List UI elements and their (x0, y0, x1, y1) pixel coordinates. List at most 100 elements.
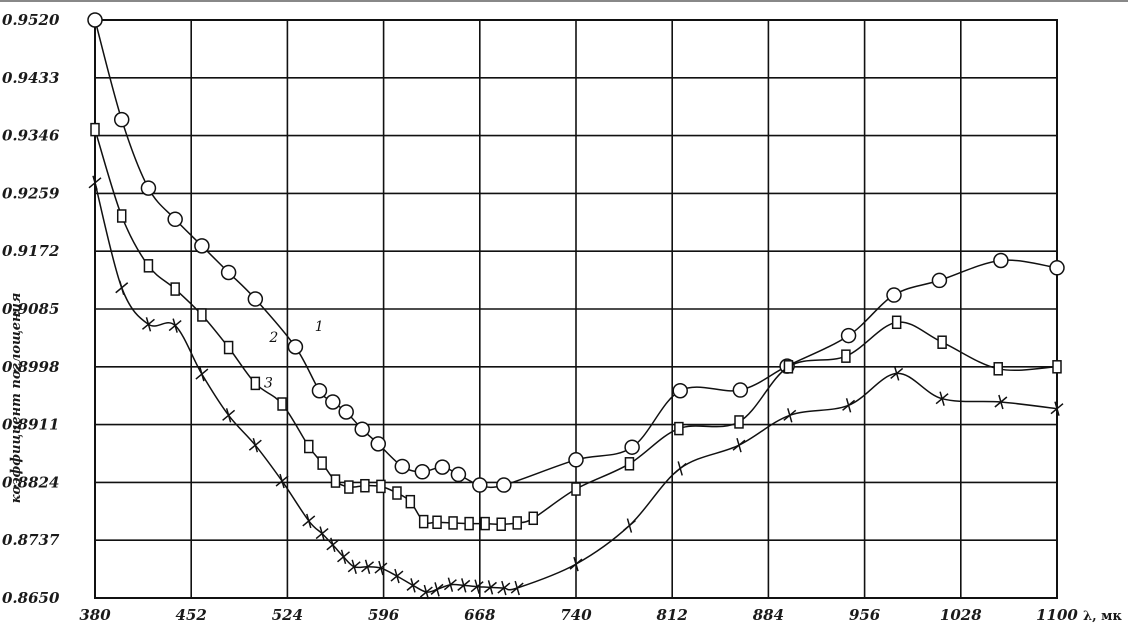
square-marker (512, 516, 522, 530)
y-tick-labels: 0.8650 0.8737 0.8824 0.8911 0.8998 0.9085 0.91… (2, 11, 60, 607)
square-marker (734, 415, 744, 429)
circle-marker (672, 382, 688, 399)
square-marker (360, 478, 370, 493)
cross-marker (457, 578, 471, 593)
square-marker (571, 482, 581, 496)
square-marker (330, 474, 341, 488)
y-tick-label: 0.9172 (2, 242, 59, 260)
square-marker (1052, 360, 1062, 374)
square-marker (90, 122, 100, 137)
circle-marker (1049, 260, 1065, 276)
cross-marker (419, 584, 433, 600)
cross-marker (622, 518, 636, 533)
square-marker (841, 349, 851, 363)
x-tick-label: 1100 (1036, 606, 1078, 624)
square-marker (993, 362, 1003, 376)
circle-marker (568, 452, 584, 468)
cross-marker (361, 559, 375, 574)
curve-labels: 1 2 3 (264, 319, 324, 391)
square-marker (405, 494, 416, 509)
square-marker (250, 376, 261, 391)
square-marker (937, 335, 947, 349)
square-marker (304, 439, 314, 454)
x-tick-label: 812 (657, 606, 688, 624)
cross-marker (390, 568, 404, 584)
cross-marker (141, 317, 155, 332)
cross-marker (374, 560, 388, 576)
y-tick-label: 0.8650 (2, 589, 60, 607)
cross-marker (732, 437, 746, 453)
cross-marker (890, 366, 904, 381)
cross-marker (443, 577, 457, 592)
circle-marker (496, 477, 512, 493)
circle-marker (140, 180, 157, 196)
square-marker (480, 516, 490, 531)
circle-marker (886, 287, 902, 303)
square-marker (783, 360, 794, 374)
x-tick-label: 524 (272, 606, 303, 624)
cross-marker (222, 408, 236, 423)
x-tick-label: 380 (79, 606, 111, 624)
y-tick-label: 0.8911 (2, 416, 59, 434)
cross-marker (994, 394, 1008, 410)
cross-marker (783, 408, 797, 423)
circle-marker (311, 382, 328, 399)
cross-marker (406, 578, 420, 593)
cross-marker (470, 579, 484, 594)
y-tick-label: 0.9259 (2, 184, 60, 202)
y-axis-label: коэффициент поглощения (9, 293, 24, 504)
cross-marker (248, 437, 262, 453)
circle-marker (624, 439, 640, 455)
circle-marker (931, 272, 948, 289)
square-marker (277, 397, 287, 411)
series-3 (88, 175, 1064, 600)
square-marker (116, 209, 127, 223)
cross-marker (484, 580, 497, 595)
square-marker (891, 315, 902, 330)
cross-marker (326, 537, 340, 553)
cross-marker (337, 549, 350, 565)
circle-marker (247, 291, 264, 307)
square-marker (496, 517, 506, 532)
cross-marker (315, 526, 329, 541)
x-tick-label: 1028 (940, 606, 982, 624)
square-marker (448, 516, 458, 530)
circle-marker (732, 382, 749, 398)
circle-marker (338, 404, 354, 420)
series-1 (87, 12, 1065, 493)
x-tick-label: 452 (176, 606, 207, 624)
square-marker (317, 456, 327, 470)
circle-marker (325, 394, 341, 410)
cross-marker (1050, 401, 1064, 416)
circle-marker (220, 264, 237, 281)
circle-marker (194, 238, 210, 254)
circle-marker (472, 477, 488, 493)
square-marker (464, 516, 474, 531)
y-tick-label: 0.9085 (2, 300, 59, 318)
curve-label-3: 3 (264, 375, 273, 391)
circle-marker (87, 12, 103, 28)
grid-lines (0, 0, 1128, 599)
square-marker (528, 511, 538, 526)
cross-marker (347, 559, 361, 574)
cross-marker (88, 175, 102, 190)
circle-marker (840, 327, 857, 344)
cross-marker (302, 513, 316, 529)
cross-marker (569, 556, 583, 572)
x-tick-labels: 380 452 524 596 668 740 812 884 956 1028 1100 (79, 606, 1078, 624)
circle-marker (167, 211, 183, 228)
circle-marker (993, 252, 1009, 269)
circle-marker (394, 458, 411, 475)
cross-marker (115, 280, 129, 295)
data-series (87, 12, 1065, 600)
cross-marker (168, 318, 182, 333)
y-tick-label: 0.9520 (2, 11, 60, 29)
curve-label-1: 1 (315, 319, 324, 335)
circle-marker (450, 466, 467, 483)
cross-marker (195, 366, 209, 382)
cross-marker (497, 580, 511, 596)
square-marker (432, 515, 442, 530)
y-tick-label: 0.9346 (2, 127, 60, 145)
circle-marker (354, 421, 370, 438)
